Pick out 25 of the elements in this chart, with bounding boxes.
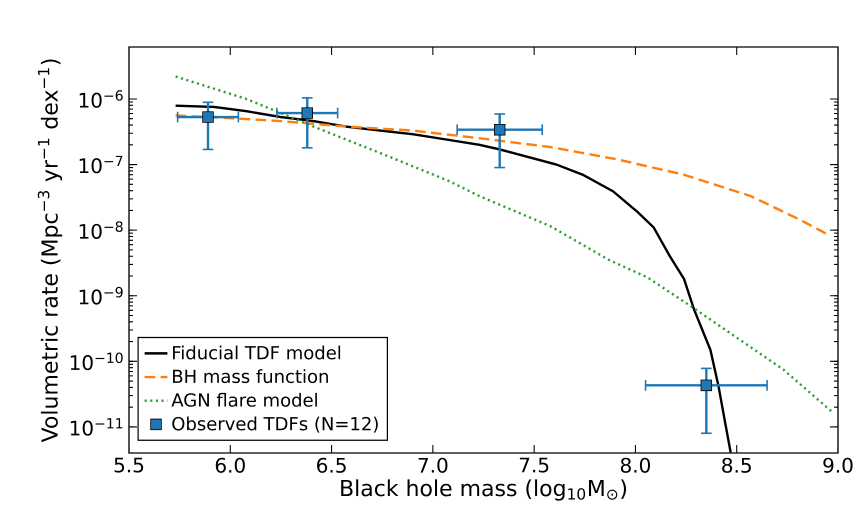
x-tick-label: 9.0 (823, 458, 853, 473)
y-tick-label: 10$^{−6}$ (80, 90, 123, 108)
point (202, 111, 214, 123)
x-tick-label: 5.5 (114, 458, 144, 473)
point (700, 380, 712, 392)
x-tick-label: 6.0 (216, 458, 245, 473)
y-tick-label: 10$^{−7}$ (80, 156, 122, 174)
y-axis-title: Volumetric rate (Mpc$^{−3}$ yr$^{−1}$ dex$^{−1}$) (38, 59, 62, 442)
x-tick-label: 7.5 (520, 458, 548, 473)
x-tick-label: 8.5 (722, 458, 751, 473)
y-tick-label: 10$^{−11}$ (70, 418, 122, 436)
x-axis-title: Black hole mass (log$_{10}$M$_{⊙}$) (341, 479, 626, 501)
legend-label: Observed TDFs (N=12) (172, 416, 378, 433)
y-tick-label: 10$^{−9}$ (80, 286, 123, 305)
legend-label: AGN flare model (171, 392, 317, 407)
y-tick-label: 10$^{−10}$ (70, 352, 123, 370)
x-tick-label: 6.5 (317, 458, 346, 473)
y-tick-label: 10$^{−8}$ (80, 221, 123, 239)
point (302, 107, 313, 119)
legend-label: BH mass function (173, 369, 328, 384)
x-tick-label: 8.0 (620, 458, 650, 473)
x-tick-label: 7.0 (418, 458, 448, 473)
legend-label: Fiducial TDF model (173, 346, 340, 360)
line-series (174, 114, 828, 235)
point (494, 124, 506, 136)
